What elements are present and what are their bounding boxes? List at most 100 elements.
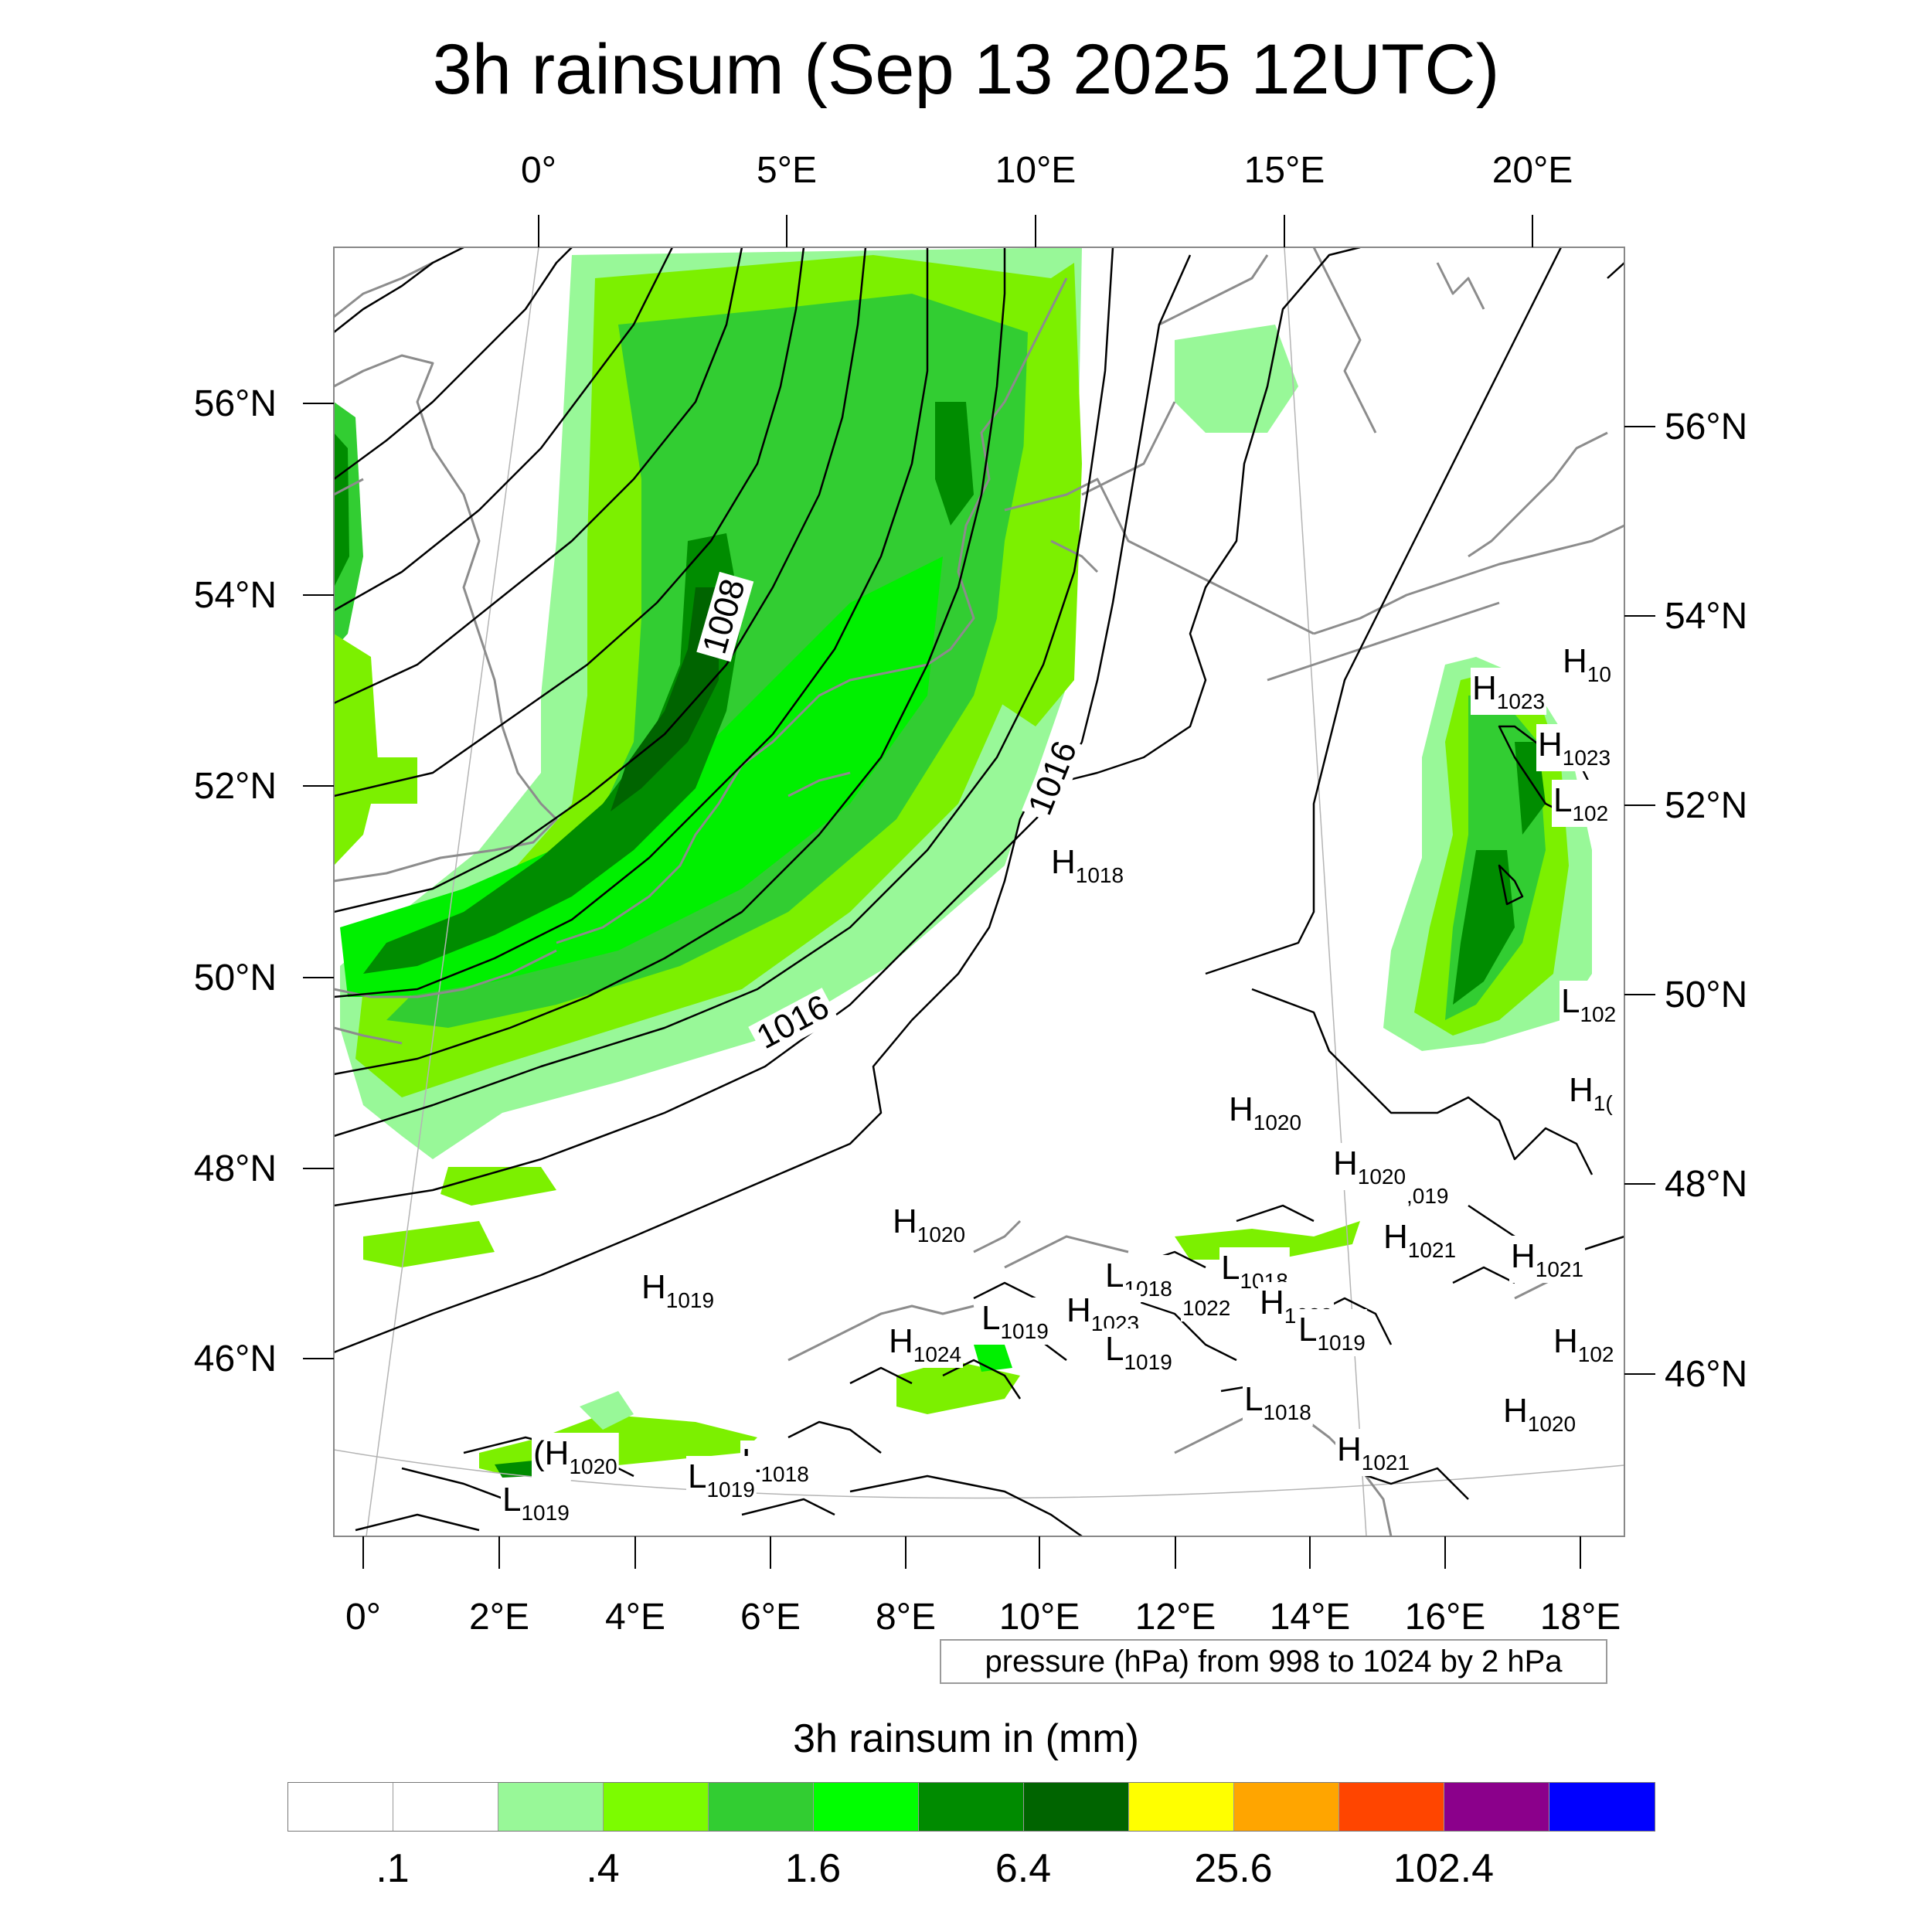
colorbar-label: 6.4 — [995, 1846, 1052, 1891]
rain-area — [363, 1221, 495, 1267]
isobar-label-bg — [696, 571, 754, 662]
pressure-center-value: 1019 — [1124, 1350, 1172, 1374]
pressure-center: L102 — [1552, 780, 1611, 827]
right-lat-label: 46°N — [1665, 1354, 1747, 1395]
pressure-center-type: L — [1221, 1249, 1240, 1287]
pressure-center-type: H — [1511, 1237, 1536, 1275]
parallel-line — [334, 1449, 1624, 1499]
colorbar-swatch — [288, 1783, 393, 1831]
pressure-center: H1019 — [640, 1267, 716, 1314]
pressure-center-bg — [1471, 668, 1547, 715]
pressure-center-value: ,019 — [1406, 1184, 1449, 1208]
colorbar-swatch — [1024, 1783, 1129, 1831]
pressure-center-bg — [1332, 1143, 1408, 1190]
pressure-center-type: L — [1244, 1380, 1263, 1418]
pressure-center-type: H — [1333, 1145, 1358, 1182]
pressure-center-type: (H — [533, 1434, 569, 1472]
isobar-line — [1205, 247, 1563, 975]
colorbar-swatch — [1549, 1783, 1655, 1831]
isobar-line — [1607, 262, 1624, 279]
pressure-center-bg — [1561, 641, 1613, 688]
right-lat-label: 48°N — [1665, 1164, 1747, 1205]
pressure-center-value: 1018 — [760, 1462, 808, 1486]
bottom-lon-label: 12°E — [1135, 1597, 1216, 1638]
pressure-center-value: 1019 — [706, 1478, 754, 1502]
pressure-center-bg — [1502, 1390, 1578, 1437]
isobar-line — [1498, 864, 1524, 906]
pressure-center-label: H10 — [1563, 642, 1611, 686]
pressure-center-bg — [1509, 1236, 1586, 1283]
isobar-line — [334, 247, 805, 798]
bottom-lon-label: 18°E — [1540, 1597, 1621, 1638]
colorbar-swatch — [1234, 1783, 1339, 1831]
pressure-center-type: L — [1553, 781, 1572, 819]
pressure-center-label: H1021 — [1337, 1430, 1410, 1475]
pressure-center-label: L1019 — [1105, 1330, 1172, 1374]
pressure-center: H1020 — [1332, 1143, 1408, 1190]
pressure-center-type: H — [1569, 1071, 1594, 1109]
rain-area — [580, 1391, 634, 1430]
pressure-center: H1024 — [887, 1321, 964, 1368]
page-title: 3h rainsum (Sep 13 2025 12UTC) — [432, 30, 1500, 109]
pressure-center-label: H1021 — [1511, 1237, 1583, 1281]
pressure-center-value: 1020 — [1528, 1412, 1576, 1436]
coastline — [1081, 401, 1176, 496]
pressure-center-label: H1020 — [1229, 1090, 1301, 1134]
pressure-center-value: 1018 — [1263, 1400, 1311, 1424]
isobar-line — [334, 247, 1114, 1138]
pressure-center: H1023 — [1471, 668, 1547, 715]
pressure-center-type: H — [1337, 1430, 1362, 1468]
rain-area — [440, 1167, 556, 1206]
colorbar-label: 25.6 — [1194, 1846, 1273, 1891]
pressure-center-label: H1( — [1569, 1071, 1613, 1115]
pressure-center: H1023 — [1536, 724, 1613, 771]
pressure-center-label: L1018 — [1244, 1380, 1311, 1424]
pressure-center-bg — [640, 1267, 716, 1314]
coastline — [1004, 478, 1315, 635]
pressure-center: (H1020 — [532, 1433, 619, 1480]
coastline — [334, 354, 558, 883]
colorbar-label: 102.4 — [1393, 1846, 1495, 1891]
pressure-center-type: L — [981, 1299, 1000, 1337]
pressure-center-type: L — [688, 1458, 706, 1495]
pressure-center-bg — [1552, 1321, 1616, 1368]
pressure-center-value: 1024 — [913, 1342, 961, 1366]
pressure-center-value: 1022 — [1182, 1296, 1230, 1320]
isobar-line — [334, 247, 743, 705]
pressure-center-value: 1020 — [917, 1223, 965, 1247]
pressure-centers: H1023H10H1023L102H1018L102H1(H1020H1020,… — [501, 641, 1618, 1526]
isobar-line — [849, 1366, 913, 1385]
bottom-lon-label: 2°E — [469, 1597, 529, 1638]
pressure-center-label: L102 — [1553, 781, 1608, 825]
pressure-center-value: 102 — [1572, 801, 1608, 825]
pressure-center-label: L102 — [1561, 982, 1616, 1026]
axis-ticks — [303, 215, 1655, 1569]
pressure-center: H1020 — [891, 1201, 968, 1248]
pressure-center: H1021 — [1382, 1216, 1458, 1264]
pressure-center-type: L — [1561, 982, 1580, 1020]
bottom-lon-label: 16°E — [1405, 1597, 1486, 1638]
top-lon-label: 0° — [521, 150, 556, 191]
colorbar-swatch — [709, 1783, 814, 1831]
pressure-center-bg — [1567, 1070, 1615, 1117]
pressure-center-type: H — [1066, 1291, 1091, 1329]
bottom-lon-label: 6°E — [740, 1597, 801, 1638]
pressure-center-bg — [1049, 842, 1126, 889]
pressure-center-label: ,019 — [1406, 1184, 1449, 1208]
pressure-center-type: H — [1553, 1322, 1578, 1360]
pressure-center-bg — [686, 1456, 757, 1503]
left-lat-label: 50°N — [194, 957, 277, 998]
colorbar-title: 3h rainsum in (mm) — [793, 1716, 1139, 1761]
pressure-center-type: H — [1051, 843, 1076, 881]
rain-area — [363, 757, 417, 804]
pressure-center-bg — [1335, 1429, 1412, 1476]
pressure-center-bg — [1227, 1089, 1304, 1136]
pressure-center: H10 — [1561, 641, 1613, 688]
colorbar-label: 1.6 — [784, 1846, 842, 1891]
pressure-center: H1( — [1567, 1070, 1615, 1117]
bottom-lon-label: 14°E — [1270, 1597, 1351, 1638]
colorbar-swatch — [1444, 1783, 1549, 1831]
pressure-center-bg — [1297, 1309, 1367, 1356]
colorbar-label: .1 — [376, 1846, 410, 1891]
